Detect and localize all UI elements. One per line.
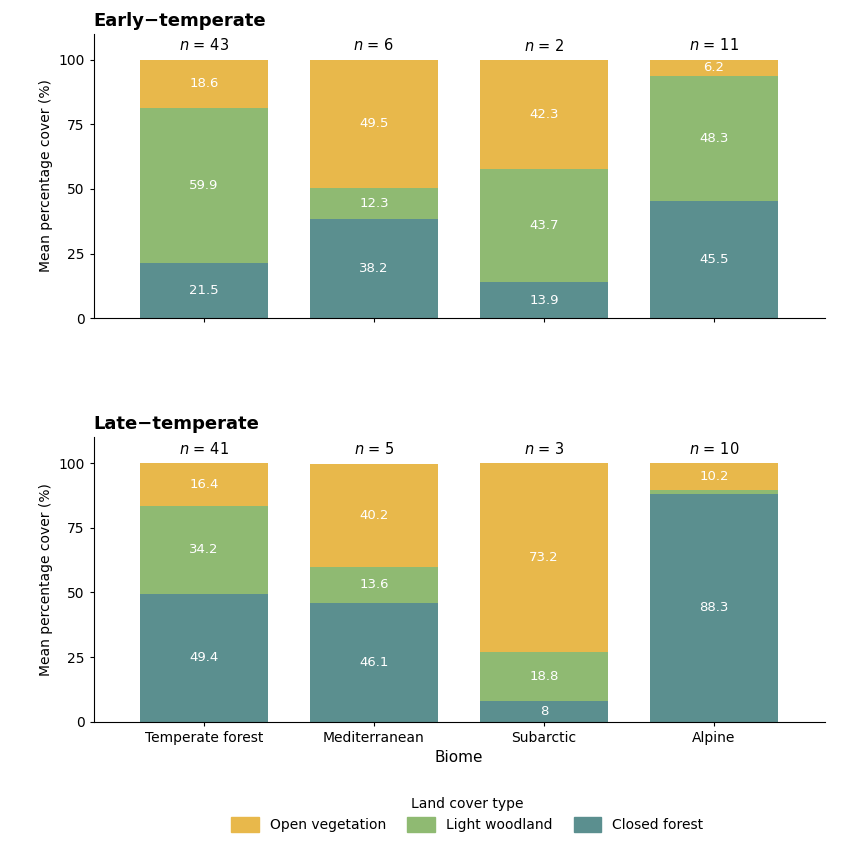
Bar	[480, 169, 608, 282]
Text: 18.6: 18.6	[190, 77, 218, 90]
Bar	[650, 200, 778, 318]
Legend: Open vegetation, Light woodland, Closed forest: Open vegetation, Light woodland, Closed …	[226, 791, 709, 838]
Text: $n$ = 2: $n$ = 2	[524, 37, 564, 53]
Text: $n$ = 11: $n$ = 11	[689, 37, 739, 53]
Text: 45.5: 45.5	[700, 253, 728, 266]
Text: 13.6: 13.6	[360, 578, 388, 592]
Bar	[140, 108, 268, 262]
Text: Early−temperate: Early−temperate	[94, 12, 266, 30]
Text: $n$ = 5: $n$ = 5	[354, 441, 394, 457]
Bar	[480, 282, 608, 318]
Text: 13.9: 13.9	[530, 294, 558, 306]
Text: 21.5: 21.5	[190, 284, 218, 297]
Text: 49.5: 49.5	[360, 117, 388, 130]
Text: $n$ = 6: $n$ = 6	[354, 37, 394, 53]
Text: 16.4: 16.4	[190, 478, 218, 491]
Bar	[480, 701, 608, 722]
Bar	[310, 188, 438, 219]
Text: 59.9: 59.9	[190, 179, 218, 192]
Bar	[650, 59, 778, 76]
Text: $n$ = 41: $n$ = 41	[179, 441, 229, 457]
Text: 40.2: 40.2	[360, 509, 388, 522]
Text: 88.3: 88.3	[700, 601, 728, 614]
Bar	[480, 60, 608, 169]
Bar	[480, 652, 608, 701]
Text: 10.2: 10.2	[700, 470, 728, 483]
Text: 12.3: 12.3	[360, 197, 388, 210]
Y-axis label: Mean percentage cover (%): Mean percentage cover (%)	[38, 483, 53, 676]
Bar	[650, 490, 778, 493]
Bar	[140, 59, 268, 108]
Bar	[650, 76, 778, 200]
Y-axis label: Mean percentage cover (%): Mean percentage cover (%)	[38, 80, 53, 273]
Bar	[140, 464, 268, 506]
Bar	[310, 219, 438, 318]
Text: Late−temperate: Late−temperate	[94, 415, 259, 433]
Bar	[140, 594, 268, 722]
Bar	[310, 464, 438, 567]
Text: $n$ = 43: $n$ = 43	[179, 37, 229, 53]
Text: 18.8: 18.8	[530, 670, 558, 683]
Bar	[650, 493, 778, 722]
Text: 6.2: 6.2	[704, 61, 724, 75]
Text: 43.7: 43.7	[530, 219, 558, 233]
Bar	[310, 603, 438, 722]
Text: 34.2: 34.2	[190, 543, 218, 556]
Text: 38.2: 38.2	[360, 262, 388, 275]
Text: 73.2: 73.2	[530, 551, 558, 565]
Bar	[650, 464, 778, 490]
Text: 42.3: 42.3	[530, 108, 558, 121]
Bar	[310, 567, 438, 603]
Text: 46.1: 46.1	[360, 655, 388, 669]
Bar	[140, 262, 268, 318]
Text: $n$ = 10: $n$ = 10	[688, 441, 740, 457]
Text: $n$ = 3: $n$ = 3	[524, 441, 564, 457]
Text: 8: 8	[540, 705, 548, 717]
Bar	[140, 506, 268, 594]
Text: 48.3: 48.3	[700, 132, 728, 144]
Text: 49.4: 49.4	[190, 651, 218, 664]
X-axis label: Biome: Biome	[434, 751, 484, 765]
Bar	[480, 464, 608, 652]
Bar	[310, 59, 438, 188]
